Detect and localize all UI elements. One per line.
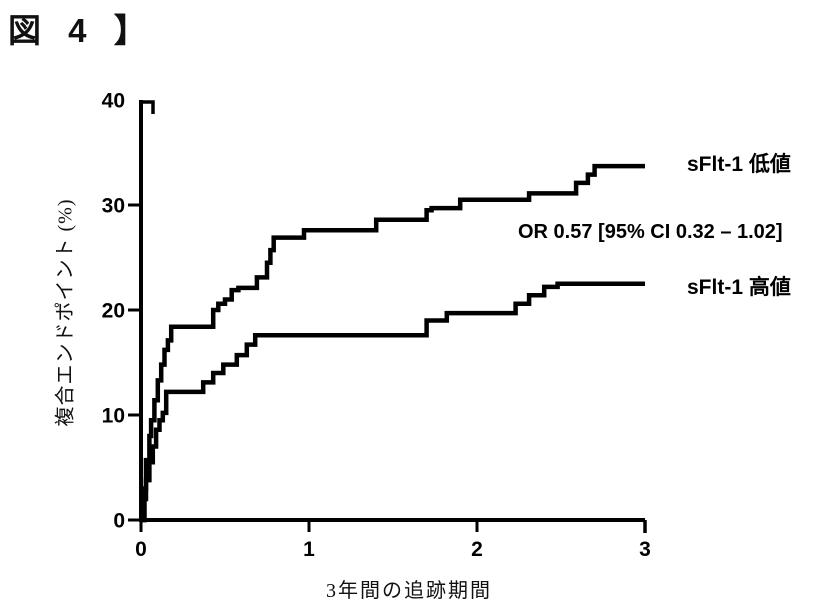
axis-tick-labels: 0 10 20 30 40 0 1 2 3 (102, 90, 651, 562)
y-tick-label: 20 (102, 300, 125, 323)
x-tick-label: 1 (303, 538, 315, 561)
legend-sflt1-low: sFlt-1 低値 (687, 153, 791, 176)
y-tick-label: 0 (113, 510, 125, 533)
curve-sflt1-low (141, 163, 645, 523)
y-axis-label: 複合エンドポイント (%) (54, 198, 77, 427)
x-tick-label: 2 (471, 538, 483, 561)
curve-sflt1-high (141, 281, 645, 523)
figure-caption: 図 4 】 (8, 12, 156, 49)
legend-sflt1-high: sFlt-1 高値 (687, 276, 791, 299)
survival-curves (141, 163, 645, 523)
y-tick-label: 40 (102, 90, 125, 113)
x-tick-label: 3 (639, 538, 651, 561)
y-axis-top-hook (141, 100, 155, 114)
x-tick-label: 0 (135, 538, 147, 561)
odds-ratio-annotation: OR 0.57 [95% CI 0.32 – 1.02] (518, 221, 783, 243)
y-tick-label: 10 (102, 405, 125, 428)
y-tick-label: 30 (102, 195, 125, 218)
x-axis-label: 3年間の追跡期間 (326, 580, 492, 602)
axis-ticks (128, 203, 479, 532)
axes (139, 100, 647, 533)
